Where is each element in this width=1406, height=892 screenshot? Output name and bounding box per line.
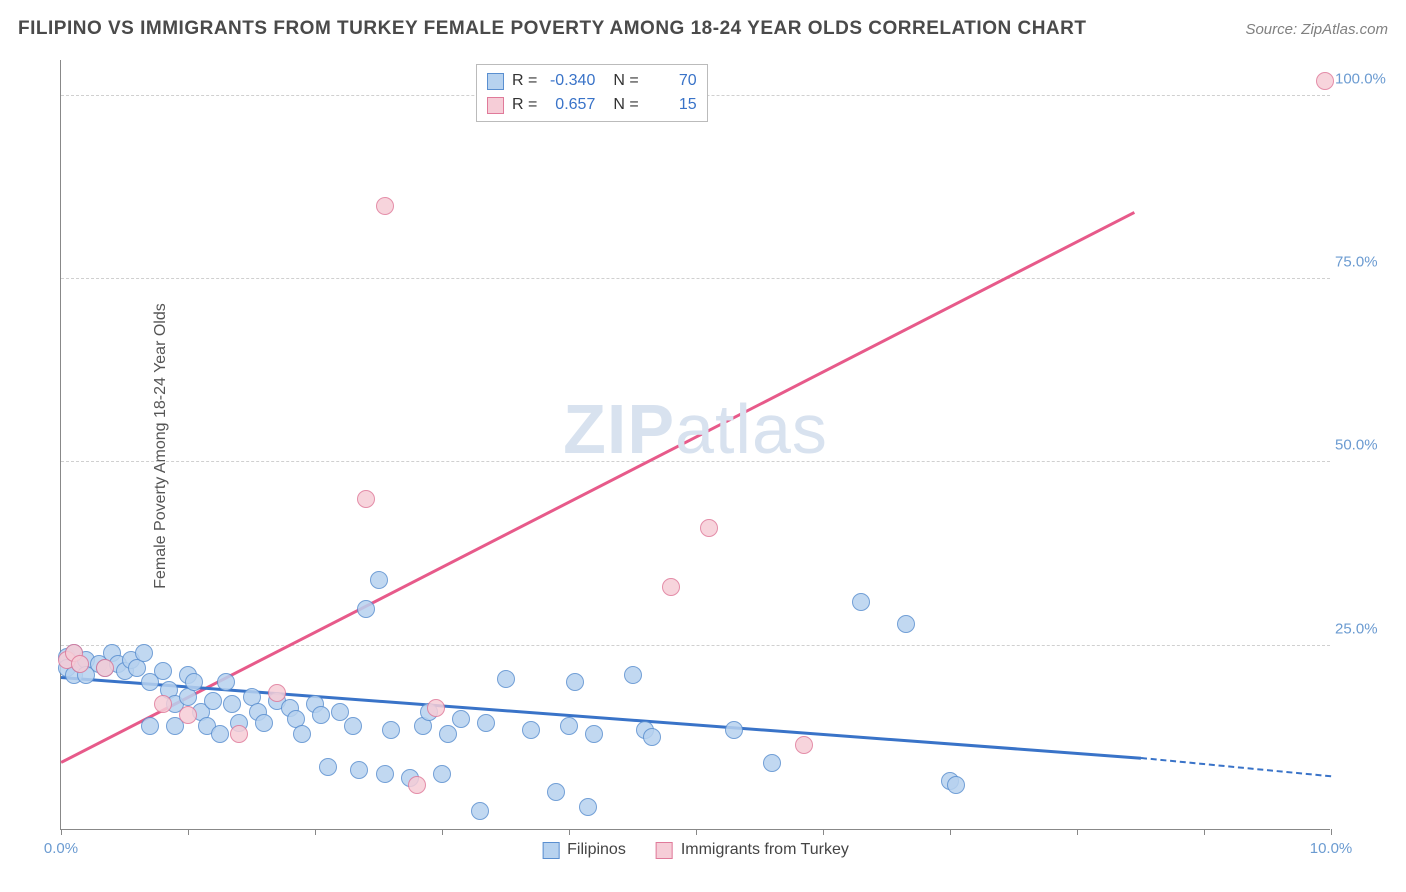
data-point-filipinos [566, 673, 584, 691]
x-tick-mark [315, 829, 316, 835]
x-tick-label: 10.0% [1310, 840, 1353, 857]
y-tick-label: 100.0% [1335, 70, 1395, 87]
data-point-filipinos [135, 644, 153, 662]
data-point-filipinos [852, 593, 870, 611]
legend-square-filipinos [542, 842, 559, 859]
data-point-turkey [230, 725, 248, 743]
legend-square-turkey [487, 97, 504, 114]
x-tick-label: 0.0% [44, 840, 78, 857]
watermark: ZIPatlas [563, 389, 828, 469]
data-point-turkey [662, 578, 680, 596]
data-point-filipinos [331, 703, 349, 721]
data-point-filipinos [223, 695, 241, 713]
data-point-turkey [408, 776, 426, 794]
data-point-turkey [154, 695, 172, 713]
data-point-filipinos [547, 783, 565, 801]
correlation-stats-legend: R = -0.340 N = 70 R = 0.657 N = 15 [476, 64, 708, 122]
data-point-turkey [268, 684, 286, 702]
source-attribution: Source: ZipAtlas.com [1245, 21, 1388, 38]
data-point-filipinos [141, 717, 159, 735]
n-label: N = [613, 93, 638, 117]
y-tick-label: 50.0% [1335, 437, 1395, 454]
data-point-filipinos [725, 721, 743, 739]
trend-line-dashed [1140, 757, 1331, 777]
x-tick-mark [696, 829, 697, 835]
data-point-turkey [96, 659, 114, 677]
data-point-turkey [376, 197, 394, 215]
data-point-filipinos [154, 662, 172, 680]
stats-row-filipinos: R = -0.340 N = 70 [487, 69, 697, 93]
data-point-filipinos [897, 615, 915, 633]
data-point-filipinos [370, 571, 388, 589]
x-tick-mark [442, 829, 443, 835]
legend-label-filipinos: Filipinos [567, 841, 626, 859]
legend-label-turkey: Immigrants from Turkey [681, 841, 849, 859]
data-point-filipinos [293, 725, 311, 743]
series-legend: Filipinos Immigrants from Turkey [542, 841, 849, 859]
legend-square-filipinos [487, 73, 504, 90]
data-point-filipinos [624, 666, 642, 684]
data-point-filipinos [471, 802, 489, 820]
x-tick-mark [1331, 829, 1332, 835]
legend-item-turkey: Immigrants from Turkey [656, 841, 849, 859]
r-value-turkey: 0.657 [545, 93, 595, 117]
data-point-filipinos [357, 600, 375, 618]
data-point-turkey [357, 490, 375, 508]
data-point-filipinos [643, 728, 661, 746]
data-point-turkey [1316, 72, 1334, 90]
gridline-h [61, 278, 1330, 279]
x-tick-mark [188, 829, 189, 835]
x-tick-mark [1077, 829, 1078, 835]
data-point-turkey [179, 706, 197, 724]
data-point-filipinos [185, 673, 203, 691]
y-tick-label: 25.0% [1335, 620, 1395, 637]
chart-header: FILIPINO VS IMMIGRANTS FROM TURKEY FEMAL… [18, 18, 1388, 40]
data-point-filipinos [350, 761, 368, 779]
x-tick-mark [1204, 829, 1205, 835]
data-point-filipinos [217, 673, 235, 691]
scatter-plot-area: ZIPatlas R = -0.340 N = 70 R = 0.657 N =… [60, 60, 1330, 830]
data-point-filipinos [947, 776, 965, 794]
data-point-filipinos [433, 765, 451, 783]
data-point-filipinos [497, 670, 515, 688]
r-label: R = [512, 69, 537, 93]
data-point-filipinos [452, 710, 470, 728]
data-point-filipinos [211, 725, 229, 743]
r-value-filipinos: -0.340 [545, 69, 595, 93]
data-point-filipinos [382, 721, 400, 739]
x-tick-mark [61, 829, 62, 835]
data-point-filipinos [376, 765, 394, 783]
n-value-filipinos: 70 [647, 69, 697, 93]
data-point-filipinos [204, 692, 222, 710]
data-point-filipinos [560, 717, 578, 735]
data-point-filipinos [439, 725, 457, 743]
x-tick-mark [569, 829, 570, 835]
data-point-turkey [71, 655, 89, 673]
stats-row-turkey: R = 0.657 N = 15 [487, 93, 697, 117]
n-value-turkey: 15 [647, 93, 697, 117]
data-point-filipinos [477, 714, 495, 732]
x-tick-mark [823, 829, 824, 835]
x-tick-mark [950, 829, 951, 835]
data-point-turkey [795, 736, 813, 754]
data-point-filipinos [763, 754, 781, 772]
legend-square-turkey [656, 842, 673, 859]
data-point-filipinos [255, 714, 273, 732]
gridline-h [61, 645, 1330, 646]
data-point-filipinos [312, 706, 330, 724]
n-label: N = [613, 69, 638, 93]
data-point-filipinos [344, 717, 362, 735]
data-point-filipinos [579, 798, 597, 816]
legend-item-filipinos: Filipinos [542, 841, 626, 859]
data-point-filipinos [522, 721, 540, 739]
data-point-turkey [700, 519, 718, 537]
chart-title: FILIPINO VS IMMIGRANTS FROM TURKEY FEMAL… [18, 18, 1086, 40]
y-tick-label: 75.0% [1335, 254, 1395, 271]
gridline-h [61, 461, 1330, 462]
r-label: R = [512, 93, 537, 117]
data-point-filipinos [585, 725, 603, 743]
data-point-filipinos [319, 758, 337, 776]
data-point-turkey [427, 699, 445, 717]
